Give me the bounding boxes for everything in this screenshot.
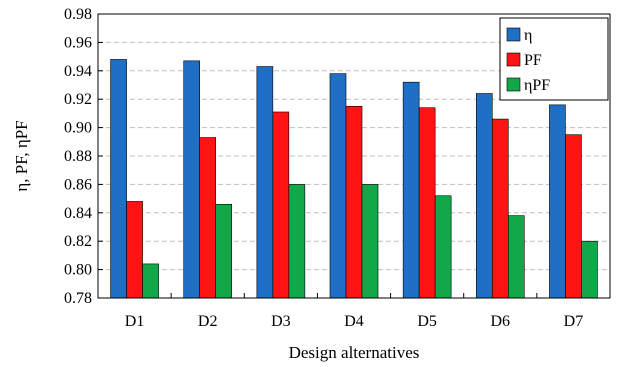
y-tick-label: 0.94: [64, 63, 92, 80]
y-tick-label: 0.88: [64, 148, 92, 165]
y-tick-label: 0.86: [64, 176, 92, 193]
bar-eta-pf-d1: [142, 263, 159, 299]
legend-label: PF: [524, 52, 542, 69]
y-tick-label: 0.82: [64, 233, 92, 250]
bar-eta-pf-d3: [288, 184, 306, 299]
legend-swatch: [506, 27, 521, 42]
x-tick-label: D6: [491, 313, 511, 330]
x-axis: D1 D2 D3 D4 D5 D6 D7: [125, 293, 583, 330]
bar-pf-d1: [126, 201, 143, 299]
y-axis-label: η, PF, ηPF: [12, 120, 31, 191]
y-tick-label: 0.98: [64, 6, 92, 23]
bar-pf-d4: [345, 106, 363, 299]
x-tick-label: D1: [125, 313, 145, 330]
bar-pf-d5: [418, 107, 436, 299]
legend-label: η: [524, 27, 532, 44]
bars: [110, 59, 598, 299]
y-tick-label: 0.78: [64, 290, 92, 307]
bar-eta-pf-d6: [507, 215, 525, 299]
x-tick-label: D2: [198, 313, 218, 330]
bar-pf-d3: [272, 111, 290, 299]
y-axis: 0.78 0.80 0.82 0.84 0.86 0.88 0.90 0.92 0.94 0.96…: [64, 6, 103, 307]
x-tick-label: D5: [417, 313, 437, 330]
y-tick-label: 0.96: [64, 34, 92, 51]
x-tick-label: D7: [564, 313, 584, 330]
legend-swatch: [506, 52, 521, 67]
bar-eta-d5: [402, 81, 420, 299]
legend-swatch: [506, 77, 521, 92]
y-tick-label: 0.92: [64, 91, 92, 108]
x-tick-label: D3: [271, 313, 291, 330]
bar-pf-d2: [199, 137, 217, 299]
x-axis-label: Design alternatives: [289, 343, 420, 362]
bar-pf-d6: [491, 118, 509, 299]
x-tick-label: D4: [344, 313, 364, 330]
bar-eta-d7: [549, 104, 566, 299]
bar-eta-pf-d2: [215, 203, 233, 299]
bar-eta-d2: [183, 60, 201, 299]
y-tick-label: 0.90: [64, 120, 92, 137]
bar-eta-pf-d4: [361, 184, 379, 299]
bar-eta-pf-d7: [581, 240, 598, 299]
y-tick-label: 0.80: [64, 262, 92, 279]
bar-eta-d1: [110, 59, 127, 299]
y-tick-label: 0.84: [64, 205, 92, 222]
bar-eta-pf-d5: [434, 195, 452, 299]
bar-eta-d6: [475, 93, 493, 299]
bar-eta-d4: [329, 73, 347, 299]
bar-pf-d7: [565, 134, 582, 299]
bar-eta-d3: [256, 66, 274, 299]
legend-label: ηPF: [524, 77, 550, 94]
